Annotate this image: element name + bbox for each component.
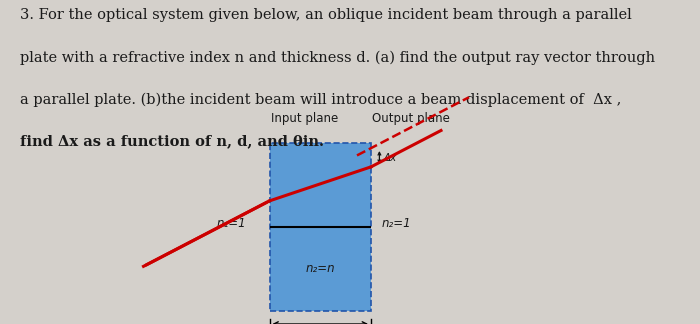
Text: 3. For the optical system given below, an oblique incident beam through a parall: 3. For the optical system given below, a… xyxy=(20,8,631,22)
Text: Δx: Δx xyxy=(384,153,397,163)
Text: a parallel plate. (b)the incident beam will introduce a beam displacement of  Δx: a parallel plate. (b)the incident beam w… xyxy=(20,92,621,107)
Text: n₂=n: n₂=n xyxy=(305,262,335,275)
Text: find Δx as a function of n, d, and θin.: find Δx as a function of n, d, and θin. xyxy=(20,134,323,148)
Text: plate with a refractive index n and thickness d. (a) find the output ray vector : plate with a refractive index n and thic… xyxy=(20,50,654,64)
Text: Input plane: Input plane xyxy=(271,112,338,125)
Text: n₁=1: n₁=1 xyxy=(217,217,246,230)
Bar xyxy=(270,143,371,311)
Text: n₂=1: n₂=1 xyxy=(382,217,411,230)
Text: Output plane: Output plane xyxy=(372,112,450,125)
